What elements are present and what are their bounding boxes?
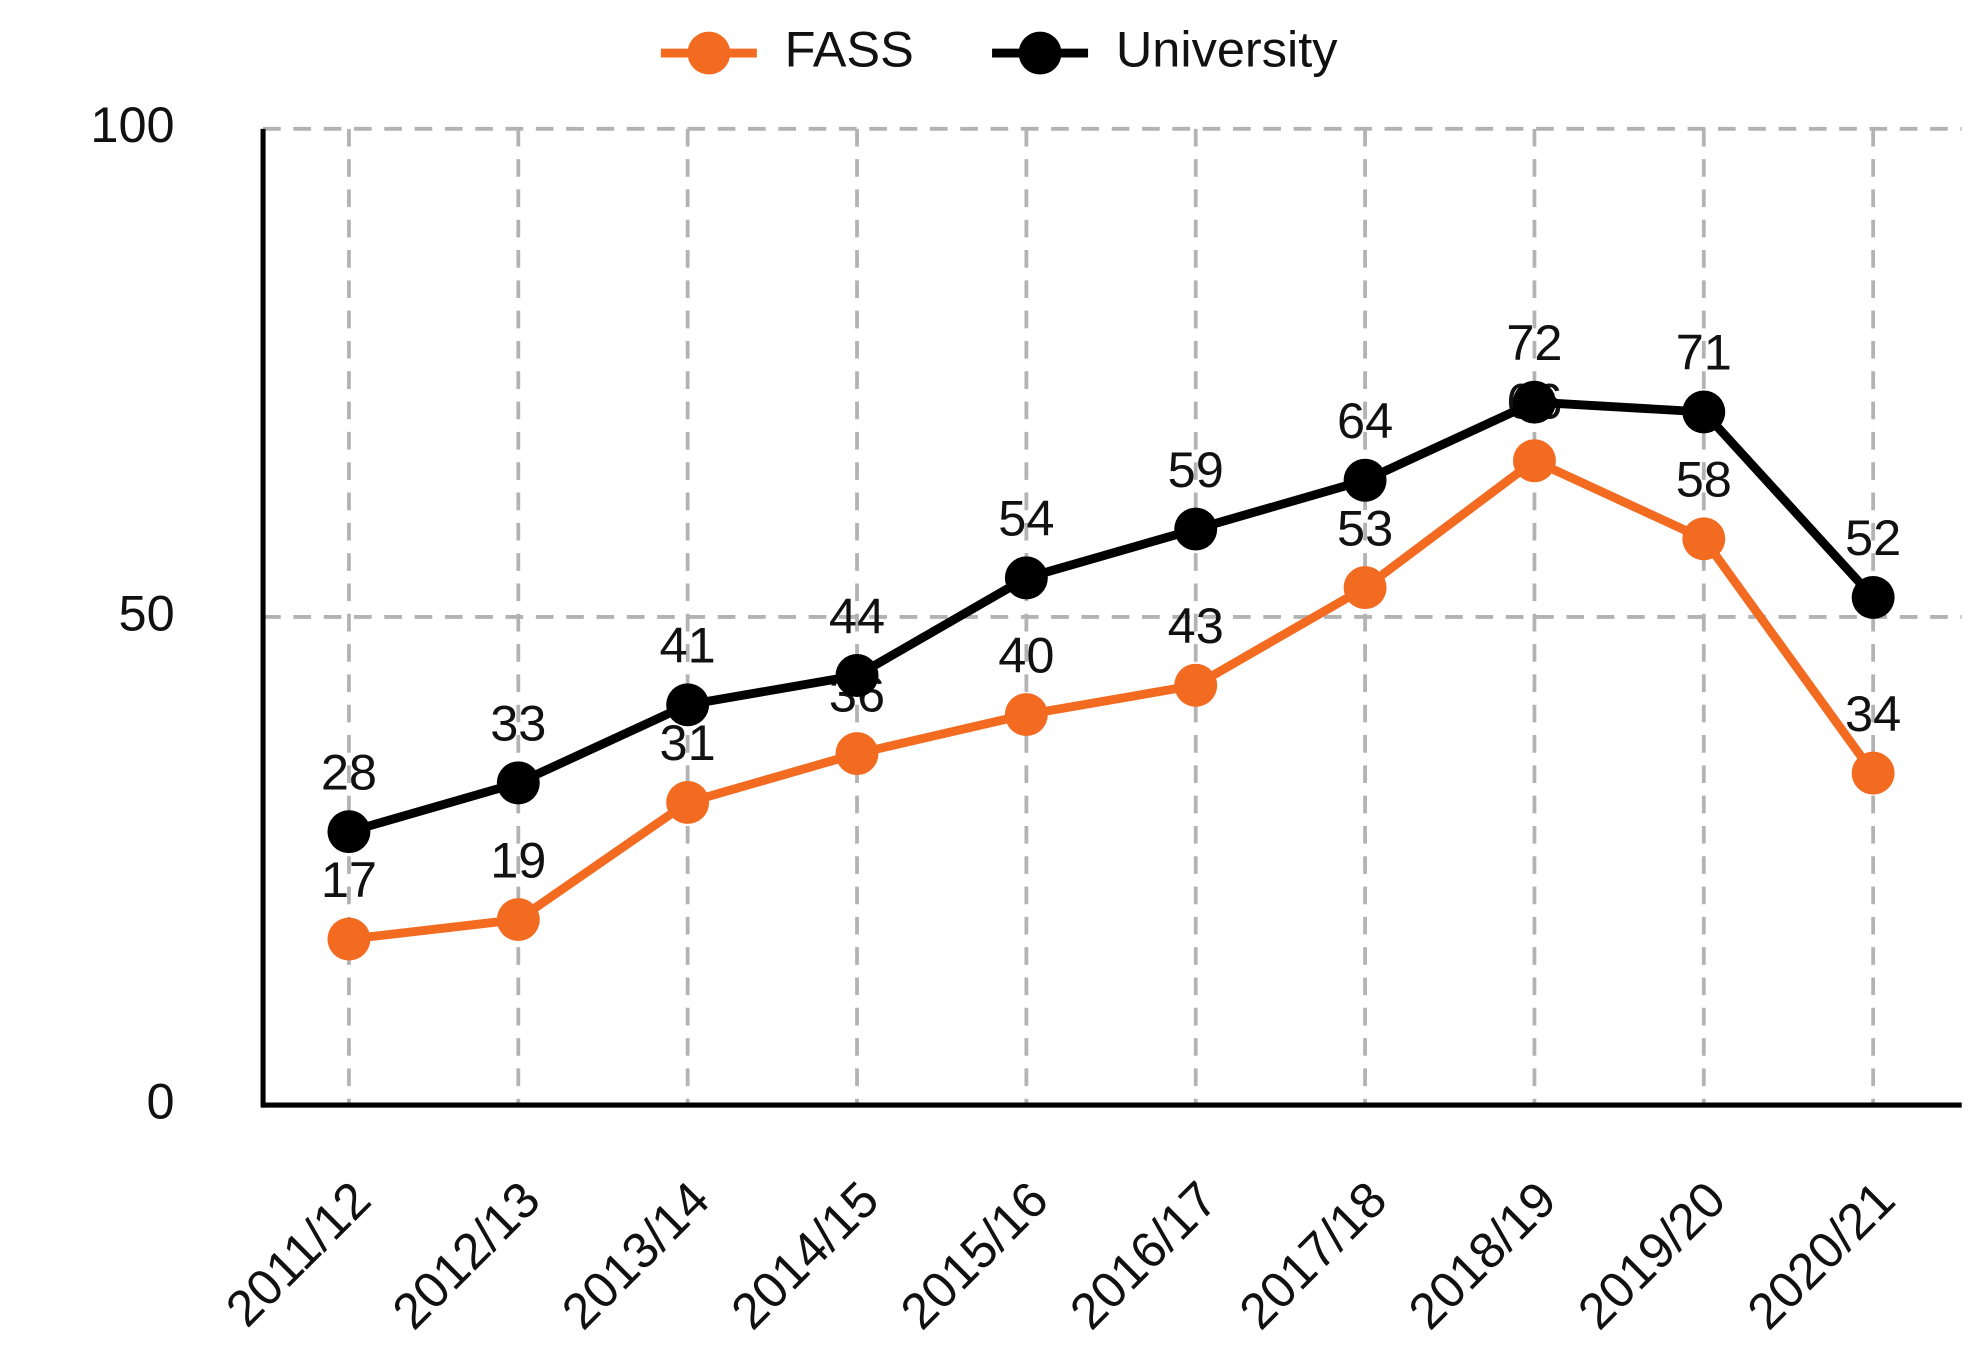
data-point (1004, 556, 1048, 600)
data-label: 40 (998, 626, 1054, 683)
data-point (1174, 663, 1218, 707)
data-label: 33 (490, 695, 546, 752)
data-point (327, 810, 371, 854)
x-tick-label: 2017/18 (1228, 1170, 1397, 1339)
legend-marker (1018, 31, 1062, 75)
data-point (496, 761, 540, 805)
data-label: 43 (1168, 597, 1224, 654)
y-tick-label: 100 (90, 96, 174, 153)
series-line (347, 397, 1877, 836)
x-tick-label: 2018/19 (1397, 1170, 1566, 1339)
x-tick-label: 2019/20 (1567, 1170, 1736, 1339)
data-label: 34 (1845, 685, 1901, 742)
data-point (1343, 566, 1387, 610)
x-tick-label: 2014/15 (720, 1170, 889, 1339)
x-tick-label: 2020/21 (1736, 1170, 1905, 1339)
data-label: 44 (829, 587, 885, 644)
data-point (835, 732, 879, 776)
data-label: 53 (1337, 499, 1393, 556)
data-point (835, 654, 879, 697)
data-point (1512, 380, 1556, 424)
data-label: 28 (321, 743, 377, 800)
legend-marker (687, 31, 731, 75)
data-label: 64 (1337, 392, 1393, 449)
data-point (1851, 575, 1895, 619)
y-tick-label: 50 (118, 584, 174, 641)
legend-label: FASS (785, 20, 914, 77)
data-point (666, 683, 710, 727)
x-tick-label: 2016/17 (1059, 1170, 1228, 1339)
legend-label: University (1116, 20, 1338, 77)
data-point (327, 917, 371, 961)
data-point (1174, 507, 1218, 551)
data-label: 17 (321, 851, 377, 908)
data-label: 41 (660, 617, 716, 674)
data-point (1851, 751, 1895, 795)
data-point (1682, 390, 1726, 434)
data-label: 19 (490, 831, 546, 888)
data-point (1004, 693, 1048, 737)
data-label: 59 (1168, 441, 1224, 498)
data-point (1512, 439, 1556, 483)
data-point (1682, 517, 1726, 561)
x-tick-label: 2013/14 (551, 1170, 720, 1339)
data-label: 58 (1676, 451, 1732, 508)
data-point (666, 780, 710, 824)
data-label: 72 (1506, 314, 1562, 371)
x-tick-label: 2012/13 (381, 1170, 550, 1339)
data-point (496, 898, 540, 942)
y-tick-label: 0 (147, 1072, 175, 1129)
data-point (1343, 458, 1387, 502)
x-tick-label: 2011/12 (215, 1170, 382, 1337)
data-label: 71 (1676, 324, 1732, 381)
x-tick-label: 2015/16 (889, 1170, 1058, 1339)
series-line (348, 455, 1877, 944)
data-label: 54 (998, 490, 1054, 547)
data-label: 52 (1845, 509, 1901, 566)
